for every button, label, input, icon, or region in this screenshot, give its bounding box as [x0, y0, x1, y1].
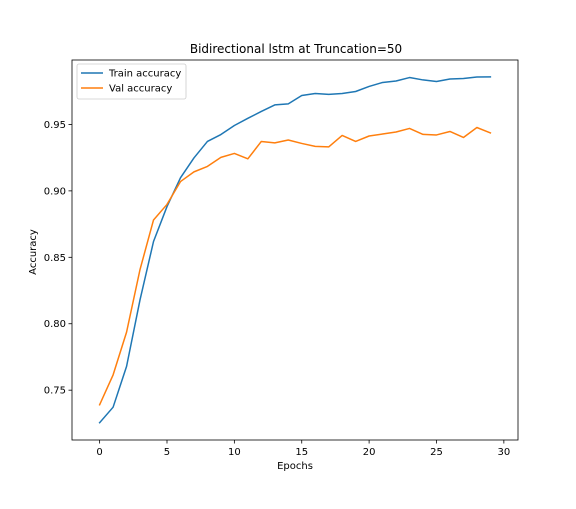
x-tick-label: 25 — [430, 447, 443, 458]
series-line-1 — [98, 126, 492, 406]
x-tick-label: 20 — [363, 447, 376, 458]
legend-label-val: Val accuracy — [109, 84, 172, 95]
x-tick-label: 10 — [228, 447, 241, 458]
x-axis-label: Epochs — [277, 461, 313, 472]
y-axis: 0.75 0.80 0.85 0.90 0.95 — [44, 120, 72, 397]
legend-box — [76, 63, 187, 100]
plot-frame — [71, 59, 519, 441]
y-tick-label: 0.80 — [44, 319, 66, 330]
x-tick-label: 0 — [96, 447, 102, 458]
y-tick-label: 0.85 — [44, 253, 66, 264]
y-tick-label: 0.95 — [44, 120, 66, 131]
series-layer — [98, 76, 492, 424]
x-tick-label: 5 — [164, 447, 170, 458]
legend-label-train: Train accuracy — [108, 69, 181, 80]
y-tick-label: 0.75 — [44, 386, 66, 397]
y-axis-label: Accuracy — [28, 229, 39, 275]
y-tick-label: 0.90 — [44, 186, 66, 197]
x-axis: 0 5 10 15 20 25 30 — [96, 440, 510, 458]
x-tick-label: 15 — [295, 447, 308, 458]
plot-area — [71, 59, 519, 441]
x-tick-label: 30 — [497, 447, 510, 458]
legend: Train accuracy Val accuracy — [76, 63, 187, 100]
series-line-0 — [98, 76, 492, 424]
chart-title: Bidirectional lstm at Truncation=50 — [190, 42, 402, 56]
